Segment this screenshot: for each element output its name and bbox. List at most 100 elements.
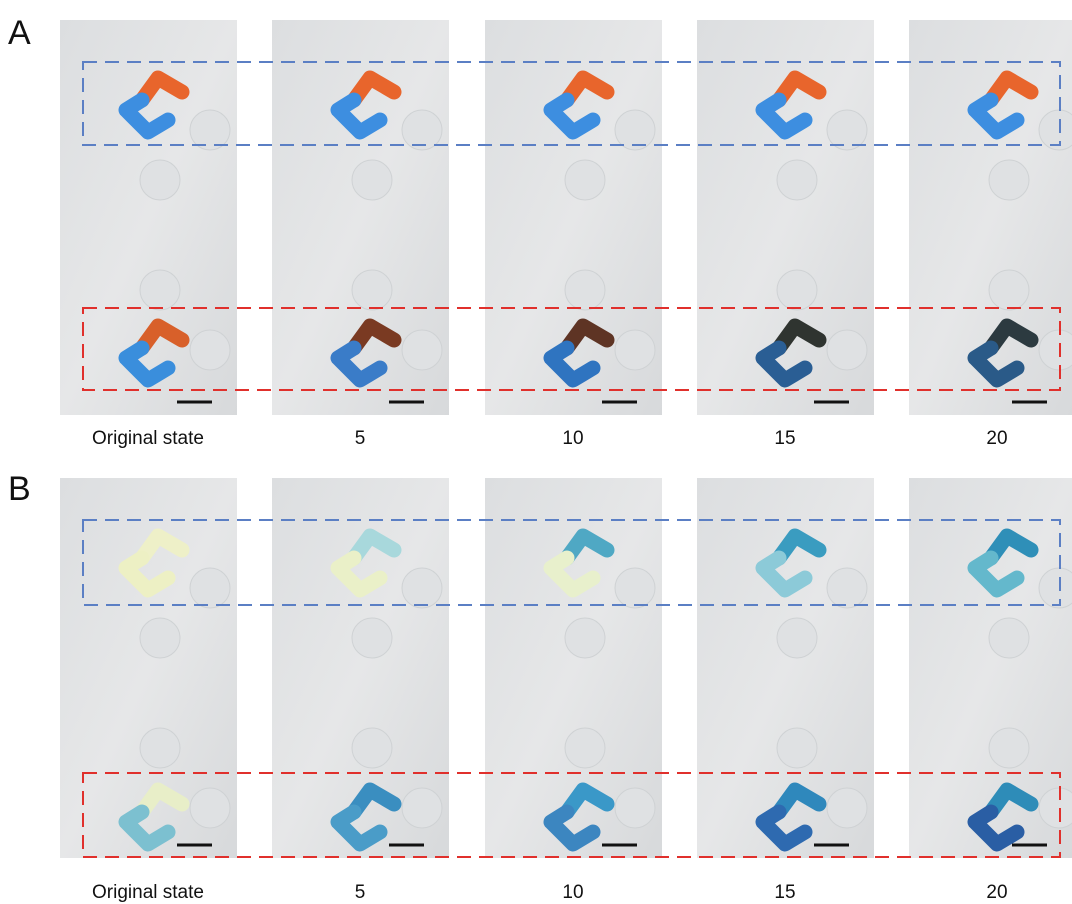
photo: [60, 20, 237, 415]
blue-box: [82, 61, 1061, 146]
gel-arm: [543, 550, 601, 598]
chamber: [564, 269, 606, 311]
chamber: [564, 727, 606, 769]
gel-arm: [755, 550, 813, 598]
gel-arm: [543, 804, 601, 852]
chamber: [564, 159, 606, 201]
gel-arm: [346, 318, 402, 356]
gel-arm: [543, 340, 601, 388]
caption: 5: [355, 428, 366, 449]
gel-arm: [755, 804, 813, 852]
photo: [272, 20, 449, 415]
caption: 15: [774, 428, 795, 449]
gel-arm: [346, 70, 402, 108]
chamber: [351, 617, 393, 659]
chamber: [988, 269, 1030, 311]
gel-arm: [559, 318, 615, 356]
chamber: [139, 269, 181, 311]
chamber: [189, 329, 231, 371]
gel-arm: [967, 550, 1025, 598]
caption: 10: [562, 882, 583, 903]
photo: [909, 20, 1072, 415]
gel-arm: [346, 528, 402, 566]
gel-arm: [118, 550, 176, 598]
photo: [697, 20, 874, 415]
caption: Original state: [92, 428, 204, 449]
gel-arm: [134, 782, 190, 820]
chamber: [988, 617, 1030, 659]
chamber: [564, 617, 606, 659]
gel-arm: [330, 550, 388, 598]
gel-arm: [559, 528, 615, 566]
chamber: [351, 159, 393, 201]
chamber: [988, 159, 1030, 201]
chamber: [614, 329, 656, 371]
chamber: [826, 567, 868, 609]
caption: 20: [986, 428, 1007, 449]
chamber: [401, 329, 443, 371]
gel-arm: [134, 318, 190, 356]
chamber: [139, 617, 181, 659]
gel-arm: [118, 804, 176, 852]
photo: [60, 478, 237, 858]
chamber: [826, 329, 868, 371]
photo: [697, 478, 874, 858]
caption: 5: [355, 882, 366, 903]
gel-arm: [983, 70, 1039, 108]
chamber: [351, 727, 393, 769]
chamber: [401, 109, 443, 151]
chamber: [988, 727, 1030, 769]
panel-label: A: [8, 14, 31, 52]
gel-arm: [771, 70, 827, 108]
chamber: [614, 787, 656, 829]
chamber: [189, 567, 231, 609]
gel-arm: [771, 318, 827, 356]
gel-arm: [983, 782, 1039, 820]
caption: Original state: [92, 882, 204, 903]
chamber: [351, 269, 393, 311]
gel-arm: [330, 804, 388, 852]
photo-layer: [60, 20, 1072, 858]
chamber: [776, 269, 818, 311]
photo: [909, 478, 1072, 858]
chamber: [139, 159, 181, 201]
gel-arm: [543, 92, 601, 140]
chamber: [826, 109, 868, 151]
gel-arm: [346, 782, 402, 820]
gel-arm: [134, 528, 190, 566]
gel-arm: [983, 528, 1039, 566]
red-box: [82, 772, 1061, 858]
gel-arm: [118, 92, 176, 140]
caption: 20: [986, 882, 1007, 903]
chamber: [401, 567, 443, 609]
gel-arm: [983, 318, 1039, 356]
gel-arm: [967, 804, 1025, 852]
gel-arm: [330, 92, 388, 140]
chamber: [189, 109, 231, 151]
gel-arm: [771, 782, 827, 820]
chamber: [776, 617, 818, 659]
photo: [272, 478, 449, 858]
gel-arm: [134, 70, 190, 108]
gel-arm: [118, 340, 176, 388]
blue-box: [82, 519, 1061, 606]
gel-arm: [755, 340, 813, 388]
photo: [485, 478, 662, 858]
gel-arm: [330, 340, 388, 388]
chamber: [139, 727, 181, 769]
caption: 10: [562, 428, 583, 449]
chamber: [401, 787, 443, 829]
chamber: [614, 567, 656, 609]
chamber: [189, 787, 231, 829]
captions: Original state 5 10 15 20 Original state 5 10 15…: [92, 428, 1008, 903]
red-box: [82, 307, 1061, 391]
chamber: [776, 159, 818, 201]
gel-arm: [559, 782, 615, 820]
gel-arm: [559, 70, 615, 108]
caption: 15: [774, 882, 795, 903]
gel-arm: [967, 92, 1025, 140]
photo: [485, 20, 662, 415]
gel-arm: [967, 340, 1025, 388]
panel-label: B: [8, 470, 31, 508]
chamber: [776, 727, 818, 769]
